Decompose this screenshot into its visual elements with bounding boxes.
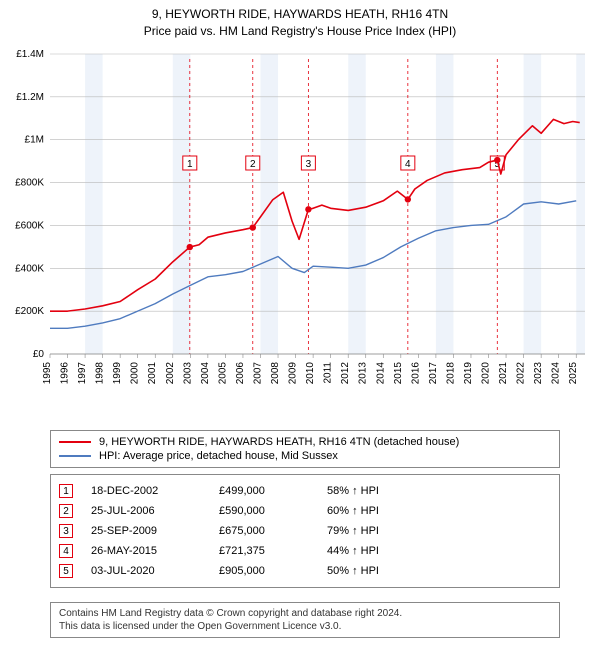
svg-text:£1.2M: £1.2M — [16, 92, 44, 103]
svg-text:2010: 2010 — [305, 362, 316, 385]
svg-text:1996: 1996 — [60, 362, 71, 385]
sale-pct: 60% ↑ HPI — [327, 505, 457, 517]
sales-table: 1 18-DEC-2002 £499,000 58% ↑ HPI 2 25-JUL-200… — [50, 474, 560, 588]
svg-text:2015: 2015 — [393, 362, 404, 385]
svg-text:2000: 2000 — [130, 362, 141, 385]
legend-swatch — [59, 441, 91, 443]
svg-text:2011: 2011 — [323, 362, 334, 384]
sale-marker-icon: 2 — [59, 504, 73, 518]
sale-marker-icon: 3 — [59, 524, 73, 538]
svg-text:2024: 2024 — [551, 362, 562, 385]
svg-text:1997: 1997 — [77, 362, 88, 385]
legend-row: 9, HEYWORTH RIDE, HAYWARDS HEATH, RH16 4… — [59, 435, 551, 449]
svg-text:2013: 2013 — [358, 362, 369, 385]
footer-box: Contains HM Land Registry data © Crown c… — [50, 602, 560, 638]
legend-label: 9, HEYWORTH RIDE, HAYWARDS HEATH, RH16 4… — [99, 436, 459, 448]
sale-price: £590,000 — [219, 505, 309, 517]
svg-text:2018: 2018 — [445, 362, 456, 385]
chart-title-line2: Price paid vs. HM Land Registry's House … — [0, 23, 600, 40]
chart-svg: £0 £200K £400K £600K £800K £1M £1.2M £1.4M 1995 1… — [0, 44, 600, 424]
svg-text:£200K: £200K — [15, 306, 44, 317]
sale-price: £905,000 — [219, 565, 309, 577]
svg-text:1995: 1995 — [42, 362, 53, 385]
svg-text:1998: 1998 — [95, 362, 106, 385]
chart-title-line1: 9, HEYWORTH RIDE, HAYWARDS HEATH, RH16 4… — [0, 6, 600, 23]
svg-text:4: 4 — [405, 159, 411, 170]
sale-date: 18-DEC-2002 — [91, 485, 201, 497]
sale-date: 26-MAY-2015 — [91, 545, 201, 557]
svg-text:2007: 2007 — [252, 362, 263, 385]
footer-line1: Contains HM Land Registry data © Crown c… — [59, 607, 551, 620]
svg-text:2009: 2009 — [288, 362, 299, 385]
sale-marker-icon: 1 — [59, 484, 73, 498]
svg-text:£1.4M: £1.4M — [16, 49, 44, 60]
sale-pct: 44% ↑ HPI — [327, 545, 457, 557]
svg-text:2017: 2017 — [428, 362, 439, 385]
sale-date: 03-JUL-2020 — [91, 565, 201, 577]
svg-text:2020: 2020 — [481, 362, 492, 385]
svg-text:£0: £0 — [33, 349, 45, 360]
svg-text:1999: 1999 — [112, 362, 123, 385]
legend-row: HPI: Average price, detached house, Mid … — [59, 449, 551, 463]
svg-text:2: 2 — [250, 159, 256, 170]
svg-text:2021: 2021 — [498, 362, 509, 385]
svg-text:2006: 2006 — [235, 362, 246, 385]
sale-date: 25-JUL-2006 — [91, 505, 201, 517]
sale-row: 5 03-JUL-2020 £905,000 50% ↑ HPI — [59, 561, 551, 581]
svg-text:2003: 2003 — [182, 362, 193, 385]
svg-text:2012: 2012 — [340, 362, 351, 385]
svg-text:3: 3 — [306, 159, 312, 170]
sale-price: £721,375 — [219, 545, 309, 557]
svg-text:2022: 2022 — [516, 362, 527, 385]
svg-text:2016: 2016 — [410, 362, 421, 385]
svg-text:2019: 2019 — [463, 362, 474, 385]
svg-text:2005: 2005 — [217, 362, 228, 385]
sale-pct: 58% ↑ HPI — [327, 485, 457, 497]
legend-box: 9, HEYWORTH RIDE, HAYWARDS HEATH, RH16 4… — [50, 430, 560, 468]
svg-text:1: 1 — [187, 159, 193, 170]
svg-text:2014: 2014 — [375, 362, 386, 385]
chart-area: £0 £200K £400K £600K £800K £1M £1.2M £1.4M 1995 1… — [0, 44, 600, 424]
svg-text:£600K: £600K — [15, 220, 44, 231]
sale-pct: 79% ↑ HPI — [327, 525, 457, 537]
svg-text:£800K: £800K — [15, 178, 44, 189]
sale-date: 25-SEP-2009 — [91, 525, 201, 537]
sale-price: £675,000 — [219, 525, 309, 537]
legend-label: HPI: Average price, detached house, Mid … — [99, 450, 338, 462]
sale-pct: 50% ↑ HPI — [327, 565, 457, 577]
legend-swatch — [59, 455, 91, 457]
svg-text:2001: 2001 — [147, 362, 158, 385]
sale-price: £499,000 — [219, 485, 309, 497]
svg-text:£1M: £1M — [25, 135, 44, 146]
svg-text:2004: 2004 — [200, 362, 211, 385]
sale-marker-icon: 4 — [59, 544, 73, 558]
svg-text:2023: 2023 — [533, 362, 544, 385]
svg-text:2008: 2008 — [270, 362, 281, 385]
sale-row: 1 18-DEC-2002 £499,000 58% ↑ HPI — [59, 481, 551, 501]
svg-text:2025: 2025 — [568, 362, 579, 385]
sale-marker-icon: 5 — [59, 564, 73, 578]
sale-row: 3 25-SEP-2009 £675,000 79% ↑ HPI — [59, 521, 551, 541]
sale-row: 4 26-MAY-2015 £721,375 44% ↑ HPI — [59, 541, 551, 561]
sale-row: 2 25-JUL-2006 £590,000 60% ↑ HPI — [59, 501, 551, 521]
svg-text:£400K: £400K — [15, 263, 44, 274]
footer-line2: This data is licensed under the Open Gov… — [59, 620, 551, 633]
svg-text:2002: 2002 — [165, 362, 176, 385]
